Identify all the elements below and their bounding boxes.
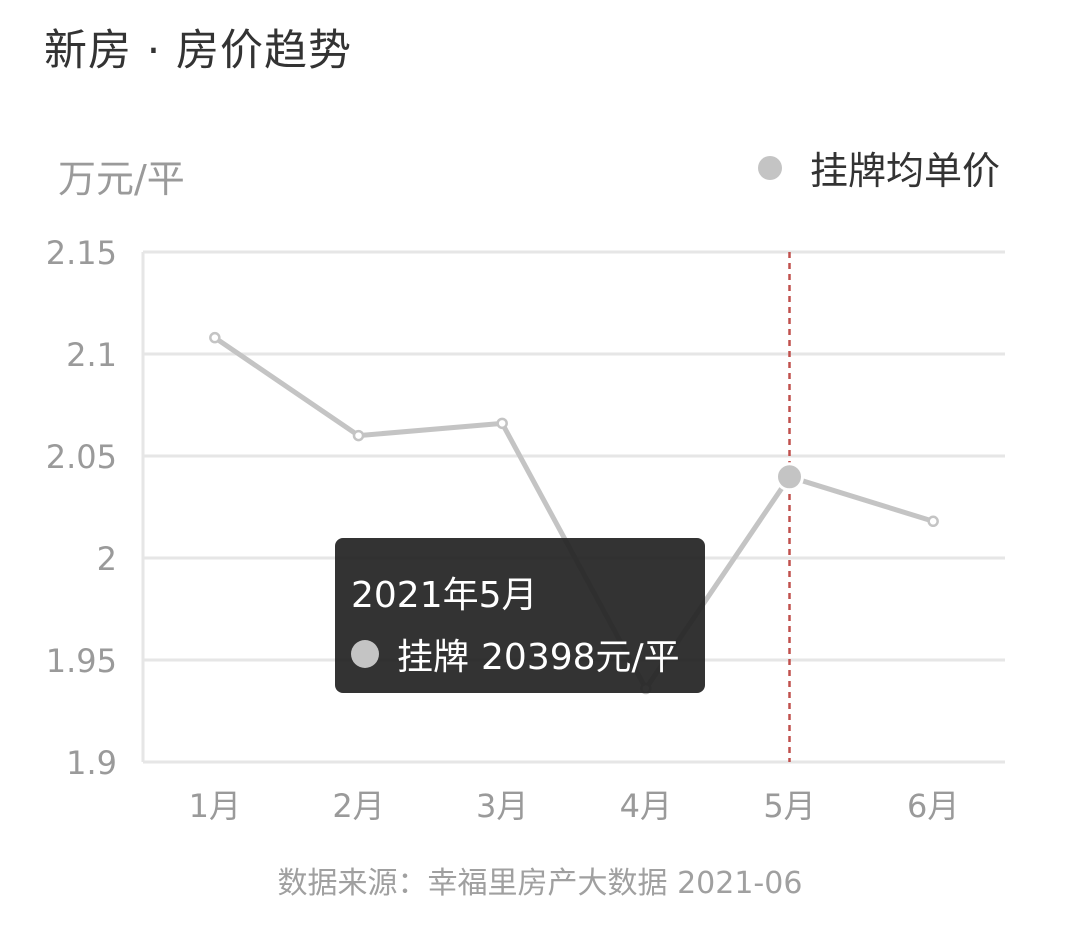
tooltip-label: 挂牌 xyxy=(397,637,470,678)
data-point xyxy=(927,515,939,528)
y-tick-label: 1.9 xyxy=(66,744,117,782)
tooltip: 2021年5月 挂牌 20398元/平 xyxy=(335,538,705,693)
x-tick-label: 3月 xyxy=(476,787,528,825)
x-tick-label: 4月 xyxy=(620,787,672,825)
legend-dot-icon xyxy=(757,155,782,180)
y-tick-labels: 1.9 1.95 2 2.05 2.1 2.15 xyxy=(46,234,117,782)
legend-label: 挂牌均单价 xyxy=(809,149,1000,193)
x-tick-label: 6月 xyxy=(907,787,959,825)
legend[interactable]: 挂牌均单价 xyxy=(757,140,1000,195)
tooltip-title: 2021年5月 xyxy=(351,575,538,616)
page-title: 新房 · 房价趋势 xyxy=(44,26,353,76)
y-tick-label: 2.15 xyxy=(46,234,117,272)
data-point xyxy=(209,331,221,344)
data-point xyxy=(352,429,365,442)
y-tick-label: 2 xyxy=(97,540,117,578)
tooltip-row: 挂牌 20398元/平 xyxy=(351,628,680,680)
tooltip-dot-icon xyxy=(351,640,379,668)
data-point xyxy=(496,417,508,430)
y-axis-unit-label: 万元/平 xyxy=(58,157,185,201)
x-tick-label: 5月 xyxy=(763,787,815,825)
x-tick-label: 1月 xyxy=(189,787,241,825)
tooltip-value: 20398元/平 xyxy=(481,637,680,678)
y-tick-label: 1.95 xyxy=(46,642,117,680)
x-tick-labels: 1月 2月 3月 4月 5月 6月 xyxy=(189,787,960,825)
data-point-highlighted xyxy=(775,462,804,492)
y-tick-label: 2.1 xyxy=(66,336,117,374)
data-source-note: 数据来源：幸福里房产大数据 2021-06 xyxy=(277,866,803,901)
x-tick-label: 2月 xyxy=(332,787,384,825)
y-tick-label: 2.05 xyxy=(46,438,117,476)
